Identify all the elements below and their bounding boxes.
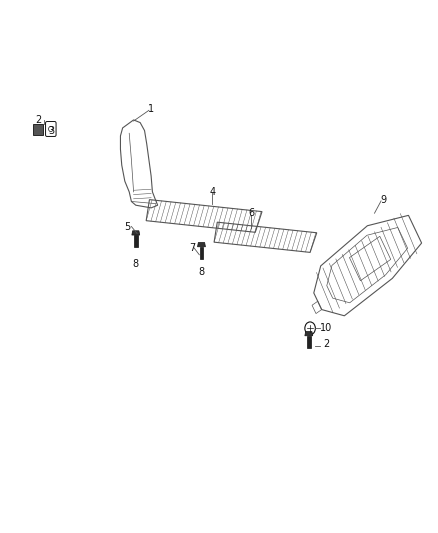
Text: 6: 6 [249, 208, 255, 218]
Text: 1: 1 [148, 104, 154, 114]
Text: 5: 5 [124, 222, 130, 231]
Text: 9: 9 [380, 195, 386, 205]
Text: 4: 4 [209, 187, 215, 197]
Text: 3: 3 [49, 126, 55, 135]
Text: 2: 2 [323, 339, 329, 349]
Text: 10: 10 [320, 323, 332, 333]
Text: 7: 7 [190, 243, 196, 253]
Polygon shape [198, 243, 205, 247]
Text: 8: 8 [133, 259, 139, 269]
Polygon shape [134, 235, 138, 247]
Polygon shape [132, 231, 140, 235]
Text: 8: 8 [198, 267, 205, 277]
Polygon shape [305, 332, 313, 336]
Polygon shape [200, 247, 203, 259]
Text: 2: 2 [35, 115, 42, 125]
FancyBboxPatch shape [33, 124, 43, 135]
Polygon shape [307, 336, 311, 348]
